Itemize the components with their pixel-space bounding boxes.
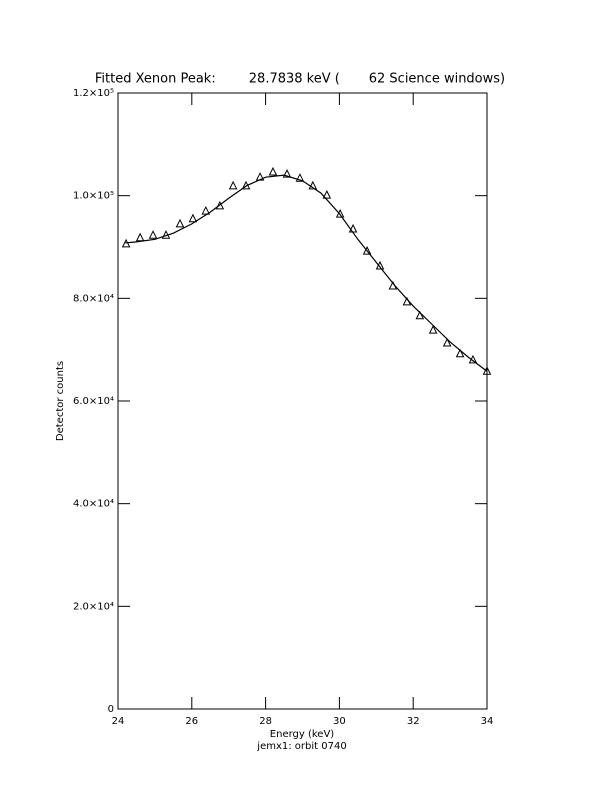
data-point bbox=[268, 166, 278, 176]
data-point bbox=[295, 173, 305, 182]
y-tick-label: 6.0×10⁴ bbox=[73, 396, 114, 407]
data-point bbox=[148, 230, 158, 239]
x-tick-label: 28 bbox=[259, 716, 272, 727]
data-point bbox=[442, 337, 452, 347]
y-tick-label: 4.0×10⁴ bbox=[73, 499, 114, 510]
data-point bbox=[121, 238, 131, 248]
y-tick-label: 8.0×10⁴ bbox=[73, 293, 114, 304]
y-tick-label: 0 bbox=[108, 704, 114, 715]
data-point bbox=[482, 366, 492, 375]
data-point bbox=[415, 310, 425, 320]
data-point bbox=[282, 168, 292, 178]
y-tick-label: 2.0×10⁴ bbox=[73, 601, 114, 612]
data-point bbox=[322, 190, 332, 199]
fit-line bbox=[125, 174, 488, 372]
data-point bbox=[215, 200, 225, 210]
data-point bbox=[335, 209, 345, 218]
x-tick-label: 32 bbox=[407, 716, 420, 727]
plot-frame bbox=[117, 92, 488, 710]
data-point bbox=[308, 180, 318, 190]
y-axis-label: Detector counts bbox=[55, 361, 66, 441]
x-tick-label: 30 bbox=[333, 716, 346, 727]
data-point bbox=[175, 218, 185, 228]
x-tick-label: 34 bbox=[481, 716, 494, 727]
data-point bbox=[188, 213, 198, 223]
y-tick-label: 1.2×10⁵ bbox=[73, 88, 114, 99]
data-point bbox=[135, 232, 145, 242]
chart-title: Fitted Xenon Peak: 28.7838 keV ( 62 Scie… bbox=[95, 72, 505, 87]
data-point bbox=[201, 205, 211, 215]
subtitle: jemx1: orbit 0740 bbox=[256, 741, 346, 752]
y-tick-label: 1.0×10⁵ bbox=[73, 191, 114, 202]
data-point bbox=[455, 348, 465, 358]
data-point bbox=[428, 325, 438, 334]
data-point bbox=[228, 180, 238, 190]
x-tick-label: 26 bbox=[185, 716, 198, 727]
x-tick-label: 24 bbox=[112, 716, 125, 727]
x-axis-label: Energy (keV) bbox=[270, 729, 335, 740]
data-point bbox=[362, 245, 372, 255]
